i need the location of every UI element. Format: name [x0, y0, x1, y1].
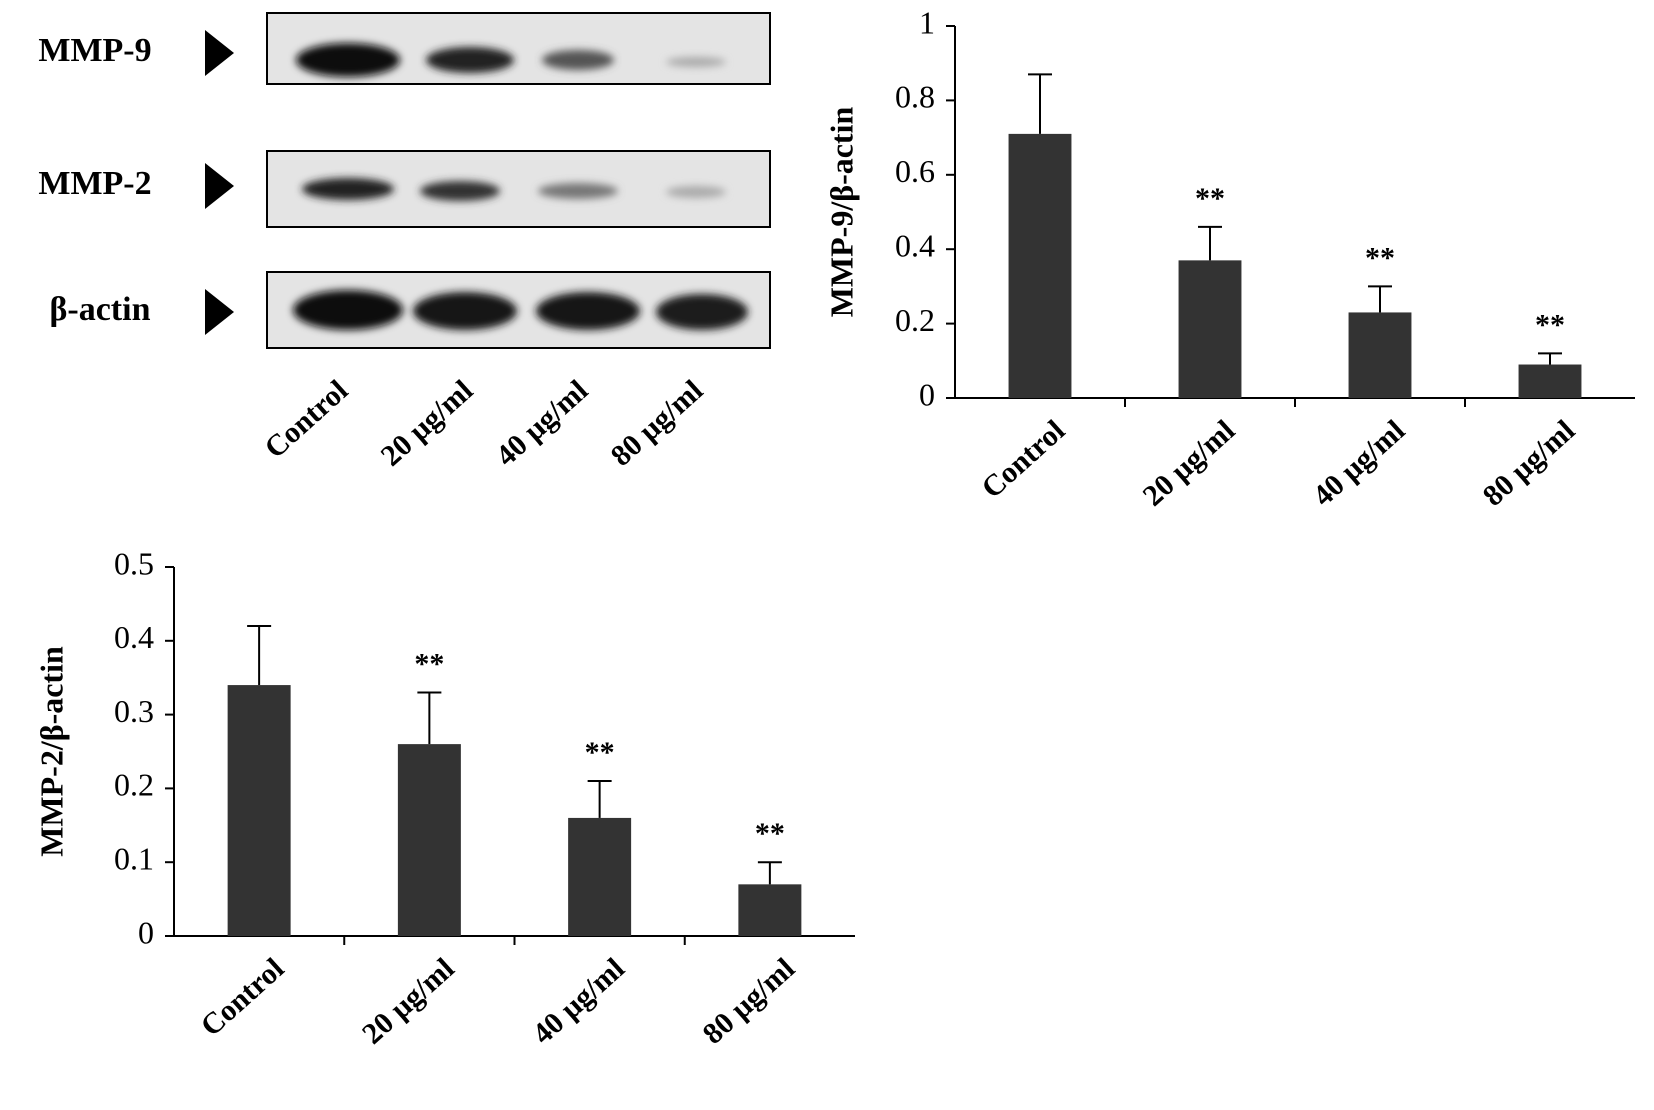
bar	[568, 817, 632, 936]
bands	[293, 290, 748, 330]
lane-label: 80 μg/ml	[605, 374, 710, 473]
blot-label: MMP-2	[38, 165, 151, 202]
significance: **	[1535, 308, 1565, 341]
x-tick-label: 80 μg/ml	[1477, 414, 1582, 513]
x-tick-label: Control	[194, 952, 290, 1043]
x-tick-label: 40 μg/ml	[526, 952, 631, 1051]
x-tick-label: 20 μg/ml	[356, 952, 461, 1051]
x-tick-label: 20 μg/ml	[1137, 414, 1242, 513]
lane-label: Control	[258, 374, 354, 465]
y-tick-label: 0.2	[895, 302, 935, 338]
arrow	[205, 163, 234, 209]
y-tick-label: 0.5	[114, 545, 154, 581]
x-tick-label: 80 μg/ml	[696, 952, 801, 1051]
y-tick-label: 0.1	[114, 841, 154, 877]
significance: **	[414, 647, 444, 680]
significance: **	[755, 817, 785, 850]
significance: **	[1195, 182, 1225, 215]
bar	[1518, 364, 1582, 398]
y-tick-label: 0.4	[114, 619, 154, 655]
y-tick-label: 0.8	[895, 79, 935, 115]
bar	[397, 744, 461, 936]
lane-label: 40 μg/ml	[490, 374, 595, 473]
x-tick-label: 40 μg/ml	[1307, 414, 1412, 513]
x-tick-label: Control	[975, 414, 1071, 505]
western-blot: MMP-9 MMP-2 β-actin Control 20 μg/ml 40 …	[38, 12, 771, 473]
blot-label: MMP-9	[38, 32, 151, 69]
bands	[302, 178, 726, 201]
y-tick-label: 1	[919, 4, 935, 40]
arrow	[205, 30, 234, 76]
bands	[296, 43, 726, 77]
y-tick-label: 0.4	[895, 228, 935, 264]
y-axis-label: MMP-2/β-actin	[33, 646, 69, 857]
lane-label: 20 μg/ml	[375, 374, 480, 473]
y-tick-label: 0.2	[114, 767, 154, 803]
bar	[1178, 260, 1242, 398]
arrow	[205, 289, 234, 335]
y-tick-label: 0.6	[895, 153, 935, 189]
y-axis-label: MMP-9/β-actin	[823, 107, 859, 318]
significance: **	[1365, 241, 1395, 274]
bar	[738, 884, 802, 936]
y-tick-label: 0	[919, 376, 935, 412]
significance: **	[585, 736, 615, 769]
y-tick-label: 0.3	[114, 693, 154, 729]
blot-label: β-actin	[49, 291, 150, 328]
y-tick-label: 0	[138, 914, 154, 950]
bar	[1348, 312, 1412, 398]
bar	[1008, 133, 1072, 398]
bar	[227, 685, 291, 936]
